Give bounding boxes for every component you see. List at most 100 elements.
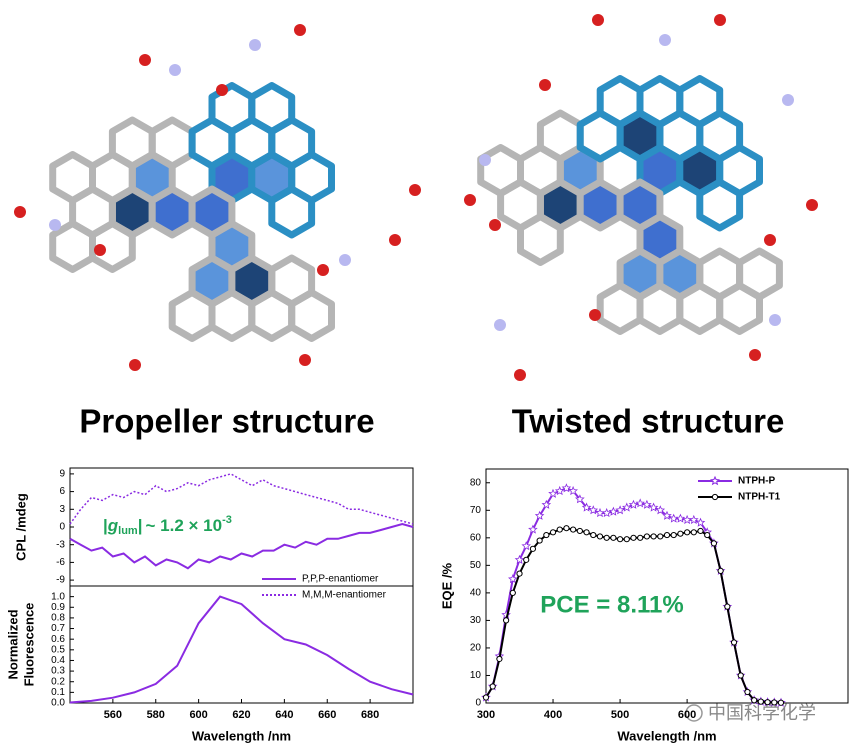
marker	[677, 530, 684, 537]
marker	[549, 529, 557, 536]
marker	[603, 534, 610, 541]
atom	[592, 14, 604, 26]
series-line	[69, 473, 414, 525]
marker	[570, 526, 577, 533]
marker	[590, 531, 597, 539]
marker	[509, 589, 516, 596]
marker	[643, 533, 650, 540]
marker	[554, 485, 565, 496]
marker	[689, 514, 699, 525]
atom	[317, 264, 329, 276]
atom	[782, 94, 794, 106]
ring	[596, 282, 644, 335]
marker	[563, 525, 570, 532]
atom	[389, 234, 401, 246]
marker	[575, 494, 585, 504]
y-tick-label: 0.9	[51, 602, 65, 613]
marker	[516, 570, 523, 577]
atom	[94, 244, 106, 256]
atom	[339, 254, 351, 266]
x-axis-title: Wavelength /nm	[192, 728, 291, 743]
marker	[637, 534, 644, 541]
x-tick-label: 620	[232, 709, 250, 721]
marker	[717, 567, 724, 574]
y-axis-title: CPL /mdeg	[13, 493, 28, 561]
ring	[477, 144, 524, 197]
ring	[536, 109, 584, 163]
marker	[697, 527, 704, 535]
atom	[139, 54, 151, 66]
ring	[168, 289, 216, 342]
annotation: |glum| ~ 1.2 × 10-3	[103, 514, 232, 537]
marker	[695, 517, 706, 527]
atom	[514, 369, 526, 381]
structure-label: Twisted structure	[512, 403, 785, 440]
y-tick-label: 1.0	[51, 591, 65, 602]
atom	[249, 39, 261, 51]
marker	[670, 531, 677, 539]
ring	[636, 282, 684, 335]
ring	[736, 247, 783, 301]
marker	[730, 639, 738, 646]
marker	[777, 699, 785, 706]
atom	[169, 64, 181, 76]
marker	[523, 556, 530, 563]
marker	[635, 498, 645, 508]
marker	[668, 513, 679, 523]
x-tick-label: 580	[147, 709, 165, 721]
marker	[662, 510, 672, 520]
marker	[568, 485, 578, 496]
atom	[216, 84, 228, 96]
watermark: 中国科学化学	[708, 703, 816, 723]
annotation-part: ~ 1.2 × 10	[145, 516, 222, 535]
x-tick-label: 600	[678, 709, 696, 721]
marker	[496, 655, 503, 663]
ring	[517, 213, 564, 266]
marker	[704, 531, 711, 539]
ring	[268, 185, 316, 239]
ring	[208, 82, 256, 135]
marker	[536, 537, 543, 544]
ring	[108, 116, 156, 170]
marker	[583, 529, 590, 536]
marker	[503, 617, 510, 624]
x-tick-label: 400	[544, 709, 562, 721]
marker	[751, 697, 758, 704]
atom	[539, 79, 551, 91]
x-axis-title: Wavelength /nm	[617, 728, 716, 743]
x-tick-label: 500	[611, 709, 629, 721]
marker	[642, 499, 652, 509]
y-tick-label: 50	[470, 560, 482, 571]
marker	[757, 698, 764, 705]
y-tick-label: -9	[56, 575, 65, 586]
y-tick-label: 9	[59, 469, 65, 480]
marker	[541, 499, 552, 509]
y-tick-label: 0.3	[51, 666, 65, 677]
legend-marker	[711, 493, 719, 501]
atom	[764, 234, 776, 246]
ring	[208, 289, 256, 342]
marker	[650, 533, 657, 540]
y-tick-label: 0.7	[51, 623, 65, 634]
annotation-part: lum	[118, 525, 138, 537]
annotation: PCE = 8.11%	[540, 591, 683, 618]
ring	[49, 220, 96, 273]
atom	[129, 359, 141, 371]
marker	[684, 529, 691, 536]
marker	[581, 502, 592, 512]
annotation-part: -3	[222, 514, 232, 526]
atom	[479, 154, 491, 166]
atom	[659, 34, 671, 46]
y-tick-label: 10	[470, 670, 482, 681]
y-tick-label: 0	[59, 522, 65, 533]
marker	[508, 574, 518, 584]
ring	[148, 116, 196, 170]
annotation-part: |	[138, 516, 143, 535]
marker	[596, 533, 604, 540]
ring	[616, 178, 664, 232]
atom	[749, 349, 761, 361]
ring	[188, 185, 236, 239]
marker	[543, 531, 550, 539]
y-axis-title: EQE /%	[439, 562, 454, 609]
atom	[409, 184, 421, 196]
